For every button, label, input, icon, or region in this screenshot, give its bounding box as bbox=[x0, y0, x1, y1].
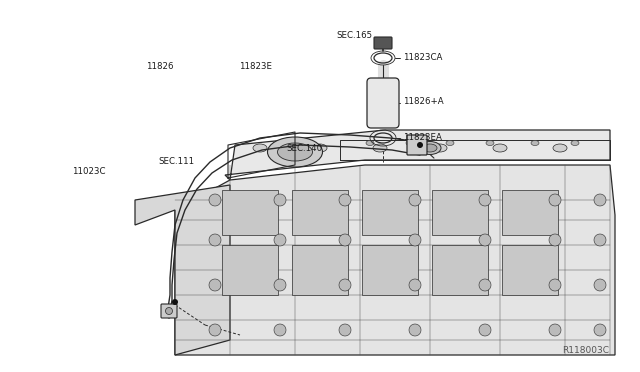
Ellipse shape bbox=[571, 141, 579, 145]
Text: SEC.111: SEC.111 bbox=[159, 157, 195, 166]
Ellipse shape bbox=[423, 144, 437, 152]
Polygon shape bbox=[225, 130, 610, 180]
Circle shape bbox=[339, 234, 351, 246]
Circle shape bbox=[209, 279, 221, 291]
Circle shape bbox=[479, 324, 491, 336]
Polygon shape bbox=[222, 245, 278, 295]
Circle shape bbox=[479, 234, 491, 246]
Polygon shape bbox=[362, 190, 418, 235]
Circle shape bbox=[409, 194, 421, 206]
Ellipse shape bbox=[313, 144, 327, 152]
Circle shape bbox=[549, 194, 561, 206]
Circle shape bbox=[417, 142, 423, 148]
Ellipse shape bbox=[278, 143, 312, 161]
Circle shape bbox=[409, 279, 421, 291]
Polygon shape bbox=[135, 185, 230, 355]
Ellipse shape bbox=[486, 141, 494, 145]
Polygon shape bbox=[432, 190, 488, 235]
Circle shape bbox=[594, 234, 606, 246]
Circle shape bbox=[339, 194, 351, 206]
Polygon shape bbox=[502, 245, 558, 295]
Ellipse shape bbox=[493, 144, 507, 152]
Circle shape bbox=[172, 299, 178, 305]
Circle shape bbox=[209, 234, 221, 246]
Ellipse shape bbox=[553, 144, 567, 152]
Ellipse shape bbox=[373, 144, 387, 152]
Ellipse shape bbox=[166, 306, 172, 318]
Text: R118003C: R118003C bbox=[563, 346, 609, 355]
Text: SEC.165: SEC.165 bbox=[336, 31, 372, 40]
FancyBboxPatch shape bbox=[367, 78, 399, 128]
Polygon shape bbox=[222, 190, 278, 235]
Circle shape bbox=[166, 308, 173, 314]
Ellipse shape bbox=[419, 141, 441, 154]
Text: 11823CA: 11823CA bbox=[403, 53, 443, 62]
Polygon shape bbox=[175, 165, 615, 355]
Circle shape bbox=[594, 324, 606, 336]
Circle shape bbox=[594, 279, 606, 291]
Text: SEC.140: SEC.140 bbox=[286, 144, 322, 153]
FancyBboxPatch shape bbox=[161, 304, 177, 318]
Circle shape bbox=[339, 324, 351, 336]
Text: 11826: 11826 bbox=[146, 62, 173, 71]
Circle shape bbox=[594, 194, 606, 206]
Circle shape bbox=[549, 234, 561, 246]
Circle shape bbox=[274, 324, 286, 336]
Text: 11023C: 11023C bbox=[72, 167, 105, 176]
Circle shape bbox=[274, 194, 286, 206]
Polygon shape bbox=[292, 245, 348, 295]
Circle shape bbox=[549, 324, 561, 336]
Polygon shape bbox=[362, 245, 418, 295]
Ellipse shape bbox=[406, 141, 414, 145]
Circle shape bbox=[409, 324, 421, 336]
Ellipse shape bbox=[253, 144, 267, 152]
Circle shape bbox=[549, 279, 561, 291]
Ellipse shape bbox=[446, 141, 454, 145]
Polygon shape bbox=[502, 190, 558, 235]
FancyBboxPatch shape bbox=[407, 135, 427, 155]
Circle shape bbox=[209, 324, 221, 336]
Circle shape bbox=[479, 194, 491, 206]
Circle shape bbox=[209, 194, 221, 206]
Circle shape bbox=[274, 279, 286, 291]
Ellipse shape bbox=[433, 144, 447, 152]
Text: 11823EA: 11823EA bbox=[403, 133, 442, 142]
FancyBboxPatch shape bbox=[374, 37, 392, 49]
Ellipse shape bbox=[268, 137, 323, 167]
Ellipse shape bbox=[531, 141, 539, 145]
Circle shape bbox=[409, 234, 421, 246]
Text: 11826+A: 11826+A bbox=[403, 97, 444, 106]
Text: 11823E: 11823E bbox=[239, 62, 273, 71]
Ellipse shape bbox=[366, 141, 374, 145]
Circle shape bbox=[274, 234, 286, 246]
Circle shape bbox=[339, 279, 351, 291]
Polygon shape bbox=[292, 190, 348, 235]
Circle shape bbox=[479, 279, 491, 291]
Polygon shape bbox=[432, 245, 488, 295]
